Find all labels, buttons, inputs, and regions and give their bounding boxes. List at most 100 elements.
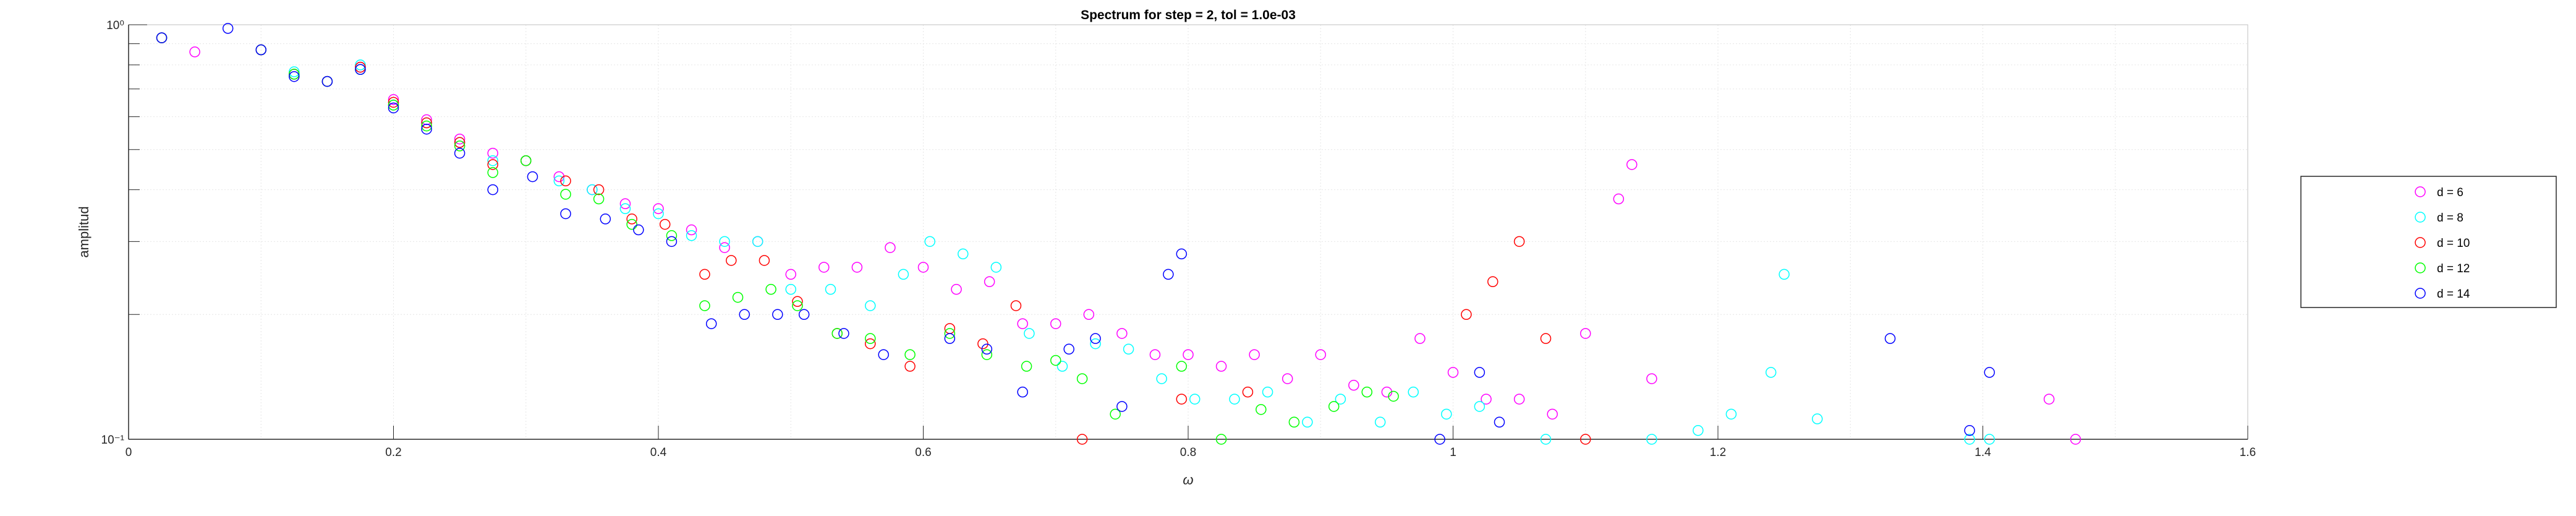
data-point: [355, 59, 366, 71]
data-point: [421, 123, 432, 135]
data-point: [626, 218, 637, 230]
data-point: [865, 300, 876, 311]
data-point: [1116, 328, 1128, 339]
x-tick-label: 0.2: [385, 446, 401, 459]
data-point: [1461, 309, 1472, 320]
data-point: [1090, 338, 1101, 350]
data-point: [699, 300, 710, 311]
data-point: [1547, 408, 1558, 420]
data-point: [981, 343, 993, 355]
data-point: [1083, 309, 1095, 320]
x-tick-label: 1.4: [1975, 446, 1991, 459]
legend-marker: [2415, 288, 2426, 299]
data-point: [904, 361, 916, 372]
data-point: [1964, 425, 1975, 436]
data-point: [1149, 349, 1161, 360]
x-axis-label: ω: [1183, 472, 1193, 488]
data-point: [765, 283, 776, 295]
data-point: [560, 208, 571, 220]
data-point: [1646, 434, 1657, 445]
legend-label: d = 10: [2437, 237, 2470, 250]
data-point: [1183, 349, 1194, 360]
data-point: [1163, 269, 1174, 280]
data-point: [838, 328, 849, 339]
data-point: [759, 255, 770, 266]
x-tick-label: 1.2: [1710, 446, 1726, 459]
data-point: [977, 338, 988, 350]
data-point: [1215, 434, 1227, 445]
data-point: [885, 242, 896, 253]
data-point: [944, 328, 956, 339]
data-point: [388, 102, 399, 114]
data-point: [865, 338, 876, 350]
data-point: [289, 69, 300, 80]
grid-lines: [129, 25, 2248, 439]
x-tick-label: 1.6: [2240, 446, 2256, 459]
data-point: [1481, 393, 1492, 405]
data-point: [1262, 386, 1273, 398]
data-point: [1613, 193, 1625, 205]
data-point: [739, 309, 750, 320]
data-point: [944, 333, 956, 344]
data-point: [1024, 328, 1035, 339]
data-point: [1434, 434, 1445, 445]
data-point: [421, 114, 432, 126]
data-point: [521, 155, 532, 166]
data-point: [454, 147, 465, 159]
data-point: [1580, 434, 1591, 445]
legend-label: d = 12: [2437, 262, 2470, 275]
data-point: [487, 184, 498, 196]
data-point: [1056, 361, 1068, 372]
data-point: [189, 46, 200, 58]
data-point: [1765, 367, 1777, 378]
data-point: [1017, 386, 1028, 398]
data-point: [487, 167, 498, 178]
legend-marker: [2415, 186, 2426, 197]
x-tick-label: 0.6: [915, 446, 931, 459]
data-point: [593, 193, 605, 205]
data-point: [454, 133, 465, 145]
data-point: [633, 224, 644, 236]
data-point: [798, 309, 810, 320]
data-point: [792, 296, 803, 307]
data-point: [560, 189, 571, 200]
data-point: [1335, 393, 1346, 405]
data-point: [1884, 333, 1896, 344]
legend-label: d = 14: [2437, 288, 2470, 301]
data-point: [924, 236, 935, 247]
legend: d = 6 d = 8 d = 10 d = 12 d = 14: [2300, 176, 2557, 308]
data-point: [593, 184, 605, 196]
data-point: [1374, 416, 1386, 428]
data-point: [388, 97, 399, 108]
data-point: [1474, 401, 1486, 412]
data-point: [487, 155, 498, 166]
data-point: [653, 203, 664, 215]
data-point: [865, 333, 876, 344]
data-markers: [156, 23, 2081, 445]
data-point: [666, 230, 678, 241]
data-point: [1964, 434, 1975, 445]
data-point: [1513, 236, 1525, 247]
data-point: [421, 117, 432, 129]
data-point: [454, 137, 465, 148]
data-point: [560, 175, 571, 187]
data-point: [2070, 434, 2081, 445]
data-point: [454, 140, 465, 152]
data-point: [487, 147, 498, 159]
data-point: [1021, 361, 1032, 372]
data-point: [699, 269, 710, 280]
data-point: [619, 198, 631, 210]
data-point: [553, 175, 565, 187]
data-point: [222, 23, 234, 34]
data-point: [1215, 361, 1227, 372]
data-point: [1315, 349, 1326, 360]
data-point: [1256, 404, 1267, 415]
data-point: [958, 248, 969, 260]
data-point: [600, 213, 611, 225]
data-point: [1050, 318, 1061, 329]
data-point: [1110, 408, 1121, 420]
axis-ticks: 0 0.2 0.4 0.6 0.8 1 1.2 1.4 1.6 10⁻¹ 10⁰: [101, 19, 2256, 459]
data-point: [1725, 408, 1737, 420]
legend-label: d = 6: [2437, 186, 2463, 199]
